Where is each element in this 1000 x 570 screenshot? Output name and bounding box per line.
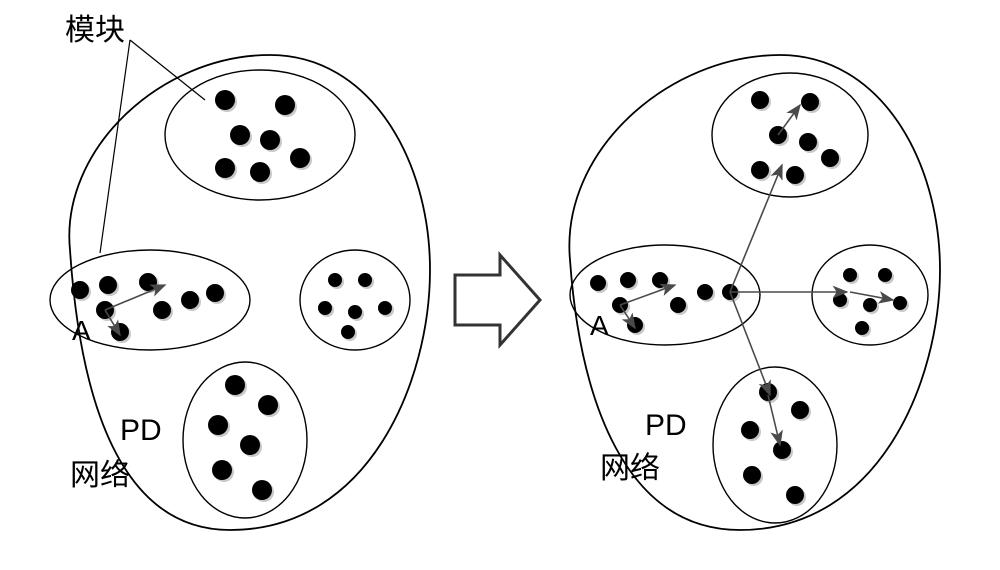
left-node (99, 276, 117, 294)
left-node (208, 415, 228, 435)
right-node (743, 466, 761, 484)
transition-arrow-icon (455, 255, 540, 345)
right-network-text-label: 网络 (600, 443, 660, 487)
left-node (348, 305, 362, 319)
right-node-label-a: A (590, 310, 609, 341)
right-node (751, 91, 769, 109)
left-node (215, 158, 235, 178)
right-node (855, 321, 869, 335)
right-node (697, 284, 713, 300)
right-node (878, 268, 892, 282)
left-node (341, 325, 355, 339)
left-node (252, 480, 272, 500)
left-network-code-label: PD (120, 414, 162, 447)
left-node (328, 273, 342, 287)
right-node (741, 421, 759, 439)
right-node (893, 296, 907, 310)
left-node-label-a: A (72, 315, 91, 346)
right-node (786, 166, 804, 184)
left-node (358, 273, 372, 287)
right-node (670, 297, 686, 313)
diagram-svg: 模块APD网络APD网络 (0, 0, 1000, 570)
right-node (821, 149, 839, 167)
left-node (181, 291, 199, 309)
right-node (833, 293, 847, 307)
right-node (620, 272, 636, 288)
module-label: 模块 (65, 5, 125, 49)
left-node (139, 273, 157, 291)
right-node (801, 93, 819, 111)
right-node (590, 275, 606, 291)
right-node (799, 133, 817, 151)
right-edge-arrow (730, 292, 770, 395)
left-node (212, 460, 232, 480)
left-node (230, 125, 250, 145)
right-node (652, 272, 668, 288)
right-node (773, 441, 791, 459)
left-node (258, 395, 278, 415)
right-node (863, 298, 877, 312)
right-node (751, 161, 769, 179)
right-edge-arrow (768, 395, 780, 445)
right-node (786, 486, 804, 504)
left-node (153, 301, 171, 319)
left-node (260, 130, 280, 150)
left-node (71, 281, 89, 299)
left-node (378, 301, 392, 315)
left-node (215, 90, 235, 110)
right-edge-arrow (778, 105, 800, 135)
right-edge-arrow (730, 165, 782, 292)
left-node (240, 435, 260, 455)
right-node (843, 268, 857, 282)
left-node (225, 375, 245, 395)
left-network-text-label: 网络 (70, 450, 130, 494)
left-node (290, 148, 310, 168)
left-node (250, 162, 270, 182)
left-node (206, 284, 224, 302)
module-label-leader (100, 40, 130, 253)
right-network-code-label: PD (645, 409, 687, 442)
right-node (791, 401, 809, 419)
left-node (275, 95, 295, 115)
left-node (318, 301, 332, 315)
